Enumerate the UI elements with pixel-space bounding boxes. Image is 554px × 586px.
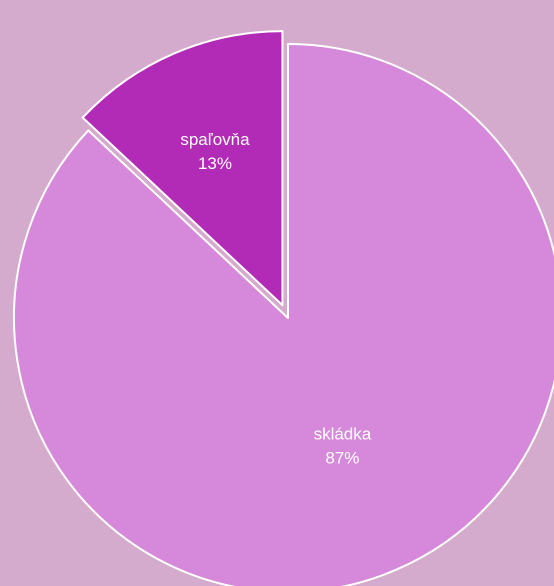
pie-slices [13,30,554,586]
slice-label-value: 13% [198,154,232,173]
pie-slice-skladka [13,43,554,586]
slice-label-name: skládka [314,425,372,444]
slice-label-value: 87% [325,449,359,468]
pie-slice-spalovna [81,30,284,307]
pie-labels: skládka 87% spaľovňa 13% [180,130,371,467]
slice-label-name: spaľovňa [180,130,250,149]
